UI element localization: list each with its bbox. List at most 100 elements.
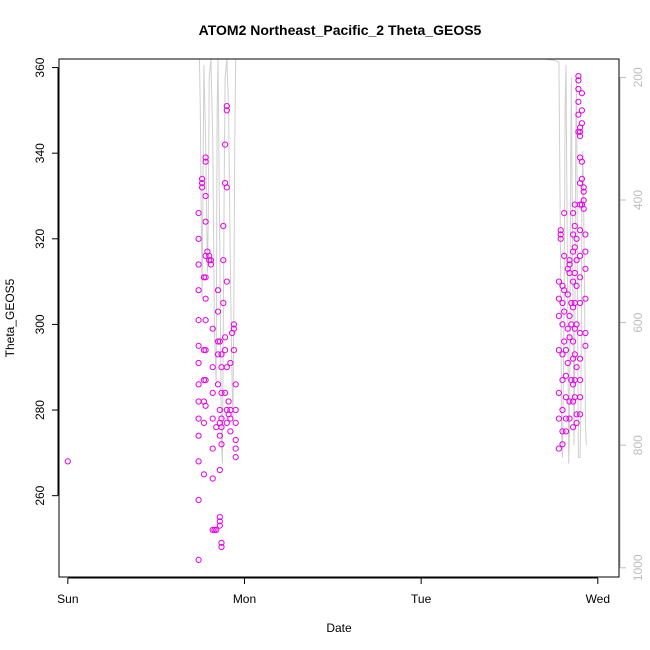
data-point (216, 466, 223, 474)
data-point (223, 278, 230, 285)
right-tick-label: 400 (631, 190, 645, 210)
data-point (214, 308, 222, 315)
data-point (580, 184, 587, 191)
data-point (232, 445, 239, 452)
data-point (195, 496, 202, 503)
data-point (562, 394, 570, 401)
data-point (573, 257, 580, 264)
data-point (571, 269, 578, 277)
data-point (207, 257, 214, 264)
data-point (555, 347, 563, 354)
right-tick-label: 600 (631, 312, 645, 332)
data-point (566, 334, 573, 341)
data-point (218, 441, 225, 448)
data-point (575, 111, 582, 118)
data-point (555, 389, 563, 396)
data-point (202, 347, 209, 354)
data-point (218, 415, 225, 422)
data-point (195, 432, 202, 439)
data-point (202, 158, 209, 165)
data-point (564, 291, 571, 298)
data-point (232, 436, 239, 444)
data-point (202, 274, 209, 281)
data-point (202, 317, 209, 324)
data-point (199, 180, 206, 187)
data-point (559, 351, 566, 358)
data-point (195, 359, 202, 367)
data-point (573, 282, 580, 289)
data-point (195, 381, 202, 388)
data-point (214, 351, 222, 358)
data-point (573, 411, 580, 418)
data-point (561, 308, 568, 315)
data-point (564, 325, 571, 332)
x-tick-label: Sun (57, 592, 78, 606)
data-point (577, 329, 584, 337)
data-point (577, 133, 584, 140)
data-point (577, 299, 584, 307)
data-point (582, 231, 589, 238)
data-point (218, 424, 225, 431)
data-point (582, 329, 589, 337)
data-point (209, 526, 216, 534)
right-tick-label: 800 (631, 435, 645, 455)
data-point (216, 514, 223, 521)
data-point (220, 299, 227, 307)
data-point (582, 248, 589, 255)
data-point (575, 73, 582, 80)
data-point (195, 398, 202, 405)
data-point (227, 359, 234, 367)
data-point (216, 518, 223, 525)
data-point (562, 428, 570, 435)
data-point (232, 419, 239, 426)
data-point (582, 342, 589, 349)
data-point (577, 377, 584, 384)
x-tick-label: Tue (411, 592, 432, 606)
data-point (557, 227, 564, 234)
data-point (570, 424, 577, 431)
data-point (202, 154, 209, 161)
data-point (566, 398, 573, 405)
data-points (64, 73, 589, 564)
data-point (199, 175, 206, 182)
data-point (573, 235, 580, 242)
data-point (580, 188, 587, 195)
data-point (64, 458, 71, 465)
data-point (575, 98, 582, 105)
data-point (202, 402, 209, 409)
data-point (566, 415, 573, 422)
data-point (555, 278, 563, 285)
data-point (555, 415, 563, 422)
data-point (223, 419, 230, 426)
data-point (200, 347, 207, 354)
x-axis-label: Date (326, 621, 352, 635)
data-point (216, 522, 223, 529)
data-point (580, 205, 587, 212)
data-point (223, 364, 230, 371)
data-point (200, 274, 207, 281)
data-point (580, 197, 587, 204)
data-point (559, 406, 566, 414)
data-point (200, 471, 207, 478)
axes: Sun Mon Tue Wed 260 280 300 320 340 360 200 400 600 8… (33, 57, 645, 606)
x-tick-label: Mon (233, 592, 256, 606)
data-point (577, 227, 584, 234)
data-point (555, 445, 563, 452)
data-point (582, 295, 589, 302)
data-point (195, 342, 202, 349)
data-point (561, 287, 568, 294)
data-point (573, 321, 580, 328)
data-point (216, 338, 223, 345)
data-point (227, 415, 234, 422)
data-point (218, 351, 225, 358)
data-point (557, 235, 564, 242)
data-point (214, 287, 222, 294)
data-point (232, 406, 239, 414)
data-point (220, 222, 227, 230)
data-point (211, 526, 218, 534)
data-point (561, 252, 568, 259)
data-point (202, 295, 209, 302)
data-point (575, 77, 582, 84)
data-point (199, 184, 206, 191)
data-point (566, 261, 573, 268)
